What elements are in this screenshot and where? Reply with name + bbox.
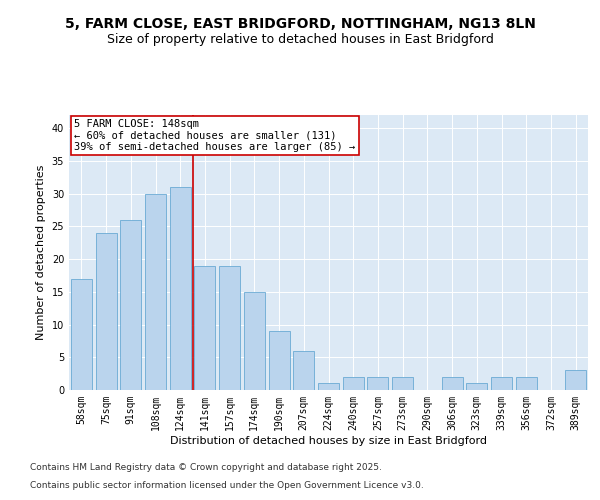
Bar: [95, 233, 116, 390]
Text: 5, FARM CLOSE, EAST BRIDGFORD, NOTTINGHAM, NG13 8LN: 5, FARM CLOSE, EAST BRIDGFORD, NOTTINGHA…: [65, 18, 535, 32]
Bar: [318, 384, 339, 390]
Bar: [219, 266, 240, 390]
Bar: [367, 377, 388, 390]
X-axis label: Distribution of detached houses by size in East Bridgford: Distribution of detached houses by size …: [170, 436, 487, 446]
Bar: [71, 278, 92, 390]
Bar: [194, 266, 215, 390]
Text: Size of property relative to detached houses in East Bridgford: Size of property relative to detached ho…: [107, 32, 493, 46]
Bar: [145, 194, 166, 390]
Bar: [442, 377, 463, 390]
Text: 5 FARM CLOSE: 148sqm
← 60% of detached houses are smaller (131)
39% of semi-deta: 5 FARM CLOSE: 148sqm ← 60% of detached h…: [74, 119, 355, 152]
Bar: [343, 377, 364, 390]
Bar: [244, 292, 265, 390]
Text: Contains public sector information licensed under the Open Government Licence v3: Contains public sector information licen…: [30, 481, 424, 490]
Bar: [120, 220, 141, 390]
Bar: [491, 377, 512, 390]
Text: Contains HM Land Registry data © Crown copyright and database right 2025.: Contains HM Land Registry data © Crown c…: [30, 464, 382, 472]
Bar: [516, 377, 537, 390]
Bar: [466, 384, 487, 390]
Bar: [565, 370, 586, 390]
Bar: [170, 187, 191, 390]
Bar: [392, 377, 413, 390]
Bar: [269, 331, 290, 390]
Y-axis label: Number of detached properties: Number of detached properties: [36, 165, 46, 340]
Bar: [293, 350, 314, 390]
